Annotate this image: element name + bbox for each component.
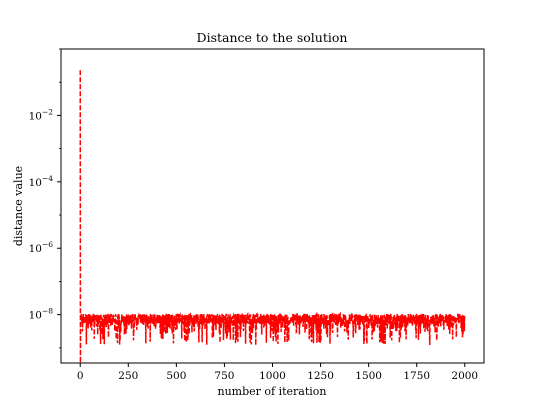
x-tick-label: 0 (77, 370, 84, 382)
x-tick-label: 1500 (355, 370, 382, 382)
x-axis: 0 250 500 750 1000 1250 1500 1750 2000 (77, 363, 478, 382)
x-tick-label: 250 (118, 370, 138, 382)
y-tick-label: 10−8 (29, 307, 54, 322)
x-tick-label: 750 (214, 370, 234, 382)
plot-area (79, 70, 466, 364)
x-tick-label: 1000 (259, 370, 286, 382)
x-tick-label: 500 (166, 370, 186, 382)
x-tick-label: 2000 (451, 370, 478, 382)
y-tick-label: 10−2 (29, 107, 54, 122)
y-tick-label: 10−4 (29, 174, 54, 189)
y-axis: 10−8 10−6 10−4 10−2 (29, 48, 61, 349)
chart-title: Distance to the solution (197, 30, 348, 45)
x-tick-label: 1750 (403, 370, 430, 382)
x-axis-label: number of iteration (217, 385, 326, 398)
series-line (79, 70, 466, 364)
x-tick-label: 1250 (307, 370, 334, 382)
y-tick-label: 10−6 (29, 240, 54, 255)
y-axis-label: distance value (12, 166, 25, 246)
